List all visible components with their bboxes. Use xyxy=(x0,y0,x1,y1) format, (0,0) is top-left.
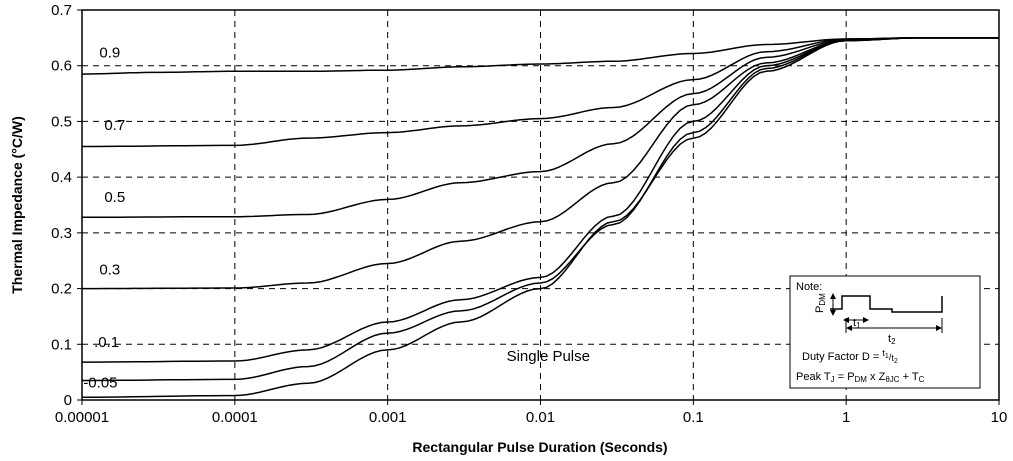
y-axis-title: Thermal Impedance (°C/W) xyxy=(9,116,25,294)
pulse-waveform xyxy=(830,295,943,313)
curve-label: 0.7 xyxy=(104,117,125,134)
curve-labels: 0.9 0.7 0.5 0.3 .0.1 -0.05 Single Pulse xyxy=(83,44,590,391)
y-tick-label: 0.2 xyxy=(51,281,72,298)
curve-label: 0.5 xyxy=(104,189,125,206)
curve-label: .0.1 xyxy=(94,334,119,351)
curve-label: 0.9 xyxy=(99,44,120,61)
note-box: Note: PDM t1 t2 Duty Factor D = t1/t2 Pe… xyxy=(789,275,981,389)
pdm-label: PDM xyxy=(814,293,827,313)
curve-0.3 xyxy=(82,37,999,290)
t2-label: t2 xyxy=(888,333,896,346)
y-tick-label: 0.6 xyxy=(51,58,72,75)
pdm-arrow-head-top xyxy=(830,293,836,299)
x-tick-label: 0.01 xyxy=(526,409,555,426)
y-tick-label: 0.5 xyxy=(51,113,72,130)
x-tick-label: 10 xyxy=(991,409,1008,426)
x-tick-label: 0.00001 xyxy=(55,409,109,426)
y-axis-ticks: 0 0.1 0.2 0.3 0.4 0.5 0.6 0.7 xyxy=(51,2,82,409)
curve-label: 0.3 xyxy=(99,262,120,279)
note-title: Note: xyxy=(796,281,822,293)
x-tick-label: 0.1 xyxy=(683,409,704,426)
y-tick-label: 0.3 xyxy=(51,225,72,242)
curve-label: -0.05 xyxy=(83,375,117,392)
note-box-frame xyxy=(789,275,981,389)
t2-arrow-head-left xyxy=(846,325,852,331)
curve-label: Single Pulse xyxy=(507,348,590,365)
x-axis-title: Rectangular Pulse Duration (Seconds) xyxy=(412,439,667,455)
y-tick-label: 0.7 xyxy=(51,2,72,19)
peak-tj-text: Peak TJ = PDM x ZθJC + TC xyxy=(796,371,925,384)
y-tick-label: 0.1 xyxy=(51,336,72,353)
y-tick-label: 0.4 xyxy=(51,169,72,186)
x-tick-label: 0.001 xyxy=(369,409,407,426)
pdm-arrow-head-bottom xyxy=(830,310,836,316)
duty-factor-text: Duty Factor D = t1/t2 xyxy=(802,348,898,365)
t1-arrow-head-right xyxy=(863,317,869,323)
x-tick-label: 1 xyxy=(842,409,850,426)
t1-label: t1 xyxy=(853,317,861,330)
x-tick-label: 0.0001 xyxy=(212,409,258,426)
t2-arrow-head-right xyxy=(936,325,942,331)
x-axis-ticks: 0.00001 0.0001 0.001 0.01 0.1 1 10 xyxy=(55,400,1007,426)
curves xyxy=(81,37,999,398)
curve-single-pulse xyxy=(82,37,999,398)
y-tick-label: 0 xyxy=(64,392,72,409)
